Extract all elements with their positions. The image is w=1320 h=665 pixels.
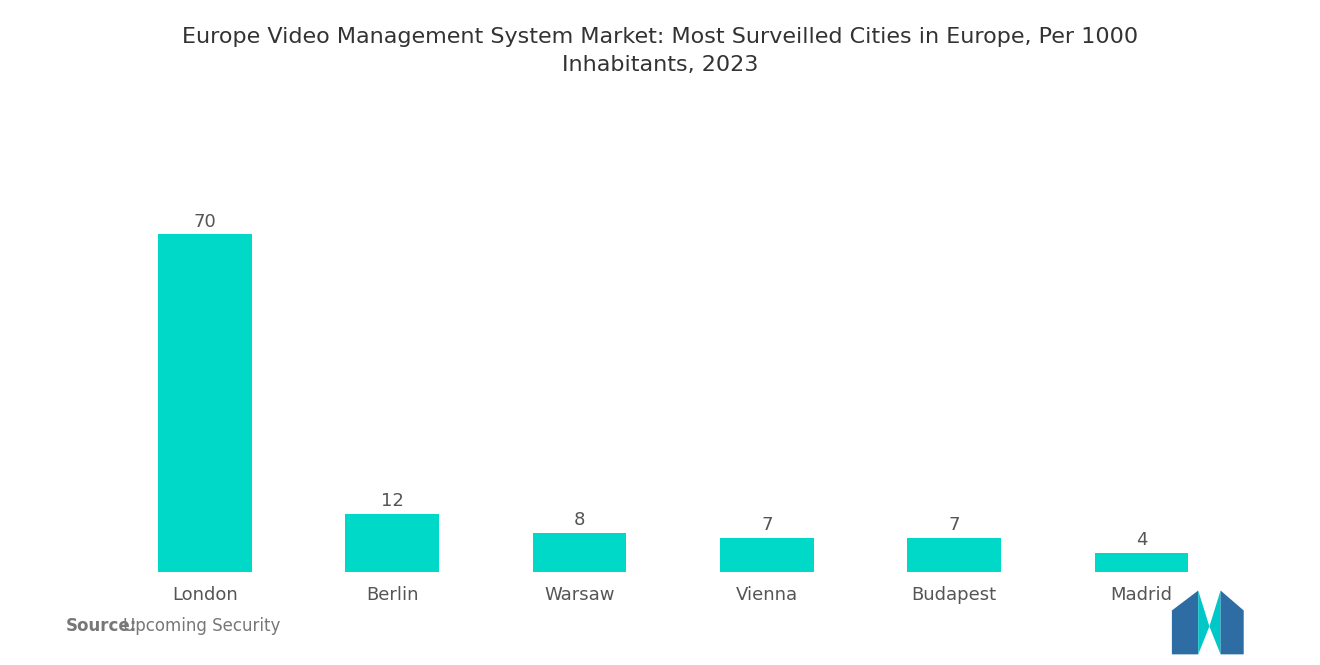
Bar — [907, 538, 1001, 572]
Polygon shape — [1221, 591, 1243, 654]
Text: 7: 7 — [949, 516, 960, 534]
Text: Europe Video Management System Market: Most Surveilled Cities in Europe, Per 100: Europe Video Management System Market: M… — [182, 27, 1138, 74]
Polygon shape — [1199, 591, 1209, 654]
Text: 70: 70 — [194, 213, 216, 231]
Text: 7: 7 — [762, 516, 772, 534]
Text: 12: 12 — [380, 492, 404, 510]
Text: Source:: Source: — [66, 617, 137, 635]
Bar — [158, 235, 252, 572]
Text: 4: 4 — [1135, 531, 1147, 549]
Bar — [719, 538, 813, 572]
Polygon shape — [1172, 591, 1199, 654]
Polygon shape — [1209, 591, 1221, 654]
Bar — [1094, 553, 1188, 572]
Text: Upcoming Security: Upcoming Security — [123, 617, 280, 635]
Bar — [346, 514, 440, 572]
Text: 8: 8 — [574, 511, 585, 529]
Bar — [533, 533, 627, 572]
